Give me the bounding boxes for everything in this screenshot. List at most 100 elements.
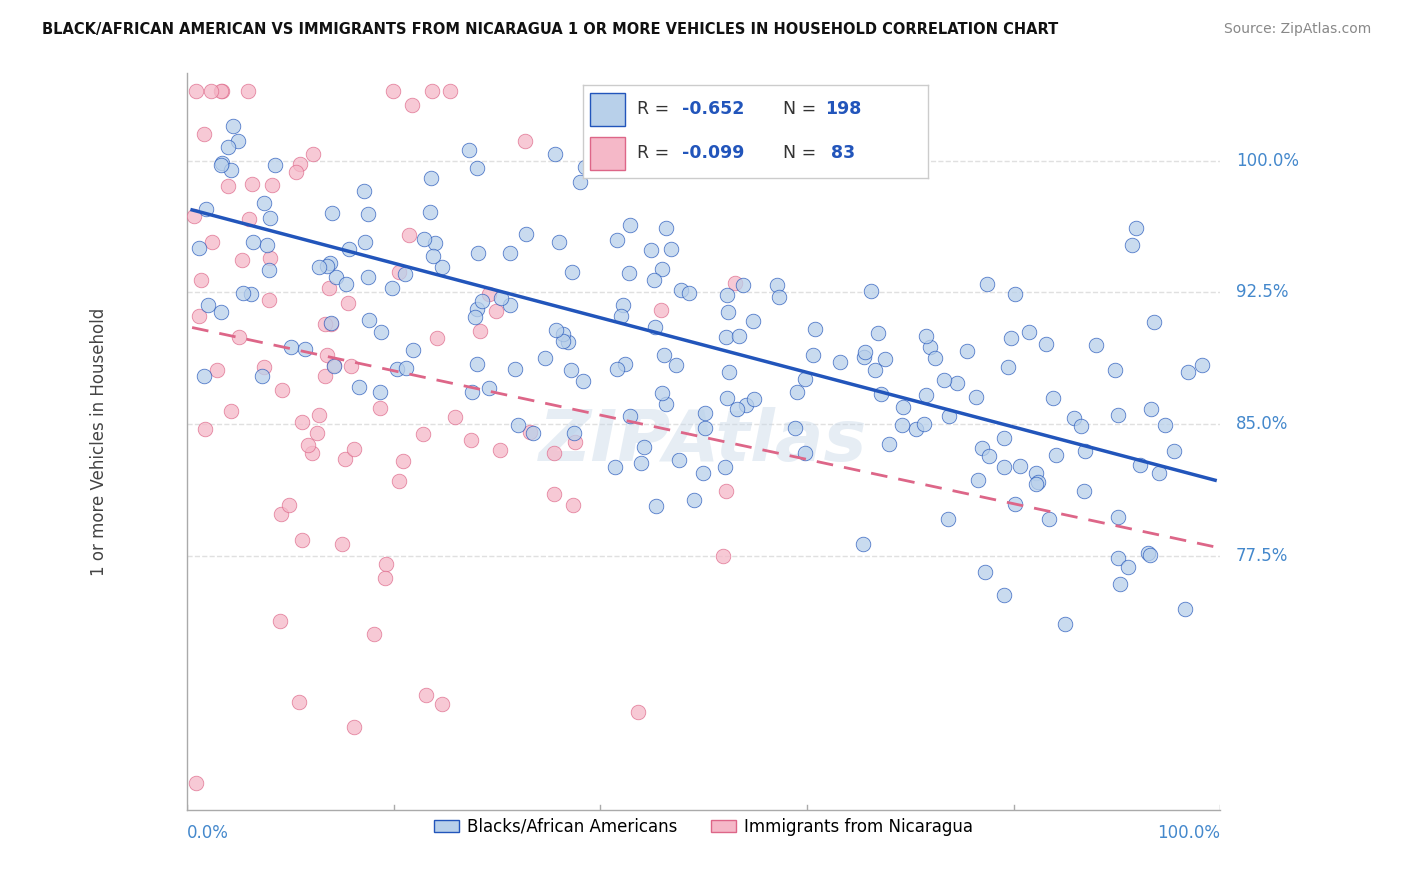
Text: -0.652: -0.652 [682,100,744,118]
Point [240,286,263,301]
Point [1137,546,1160,560]
Point [343,721,366,735]
Point [1143,315,1166,329]
Point [553,327,575,342]
Point [363,627,385,641]
Text: N =: N = [783,100,823,118]
Point [465,301,488,316]
Point [1163,444,1185,458]
Point [912,417,935,432]
Point [859,284,882,298]
Point [422,249,444,263]
Point [547,235,569,249]
Point [655,221,678,235]
Point [1054,616,1077,631]
Point [515,227,537,241]
Point [253,359,276,374]
Point [333,452,356,467]
Point [307,426,329,441]
Legend: Blacks/African Americans, Immigrants from Nicaragua: Blacks/African Americans, Immigrants fro… [427,811,980,842]
Point [395,361,418,376]
Point [415,688,437,702]
Point [242,235,264,249]
Point [1038,512,1060,526]
Point [1174,602,1197,616]
Point [551,334,574,348]
Point [478,381,501,395]
Point [316,259,339,273]
Text: N =: N = [783,145,823,162]
Point [651,385,673,400]
Point [640,243,662,257]
Text: 85.0%: 85.0% [1236,415,1288,433]
Point [322,359,344,373]
Point [430,260,453,274]
Point [967,473,990,487]
Point [716,483,738,498]
Point [402,343,425,358]
Point [308,260,330,274]
Point [651,262,673,277]
Text: R =: R = [637,145,675,162]
Point [256,238,278,252]
Point [193,127,215,141]
Point [308,408,330,422]
Point [633,440,655,454]
Point [627,705,650,719]
Point [1070,418,1092,433]
Point [356,269,378,284]
Point [546,323,568,337]
Point [478,286,501,301]
Point [291,415,314,429]
Point [716,391,738,405]
Point [914,388,936,402]
Point [321,205,343,219]
Text: ZIPAtlas: ZIPAtlas [540,407,868,476]
Point [619,218,641,232]
Point [1025,466,1047,480]
Point [419,170,441,185]
Point [183,209,205,223]
Point [464,310,486,325]
Point [932,373,955,387]
Point [513,134,536,148]
Point [250,368,273,383]
Point [644,500,666,514]
Point [742,392,765,407]
Point [1004,286,1026,301]
Point [1004,497,1026,511]
Text: 0.0%: 0.0% [187,824,229,842]
Point [184,83,207,97]
Point [695,406,717,420]
Point [692,467,714,481]
Point [936,512,959,526]
Point [534,351,557,365]
Point [1107,510,1129,524]
Point [335,277,357,291]
Point [1028,475,1050,490]
Point [259,211,281,226]
Point [508,417,530,432]
Point [924,351,946,366]
Point [471,293,494,308]
Point [794,446,817,460]
Text: 77.5%: 77.5% [1236,547,1288,565]
Point [419,205,441,219]
Point [979,449,1001,463]
Point [468,324,491,338]
Point [1045,448,1067,462]
Point [868,326,890,341]
Point [891,400,914,414]
Point [564,425,586,440]
Point [1191,358,1213,372]
Point [1063,410,1085,425]
Point [976,277,998,292]
Point [284,165,307,179]
Point [325,269,347,284]
Point [388,265,411,279]
Point [238,212,260,227]
Point [741,314,763,328]
Point [655,397,678,411]
Point [217,140,239,154]
Point [619,409,641,423]
